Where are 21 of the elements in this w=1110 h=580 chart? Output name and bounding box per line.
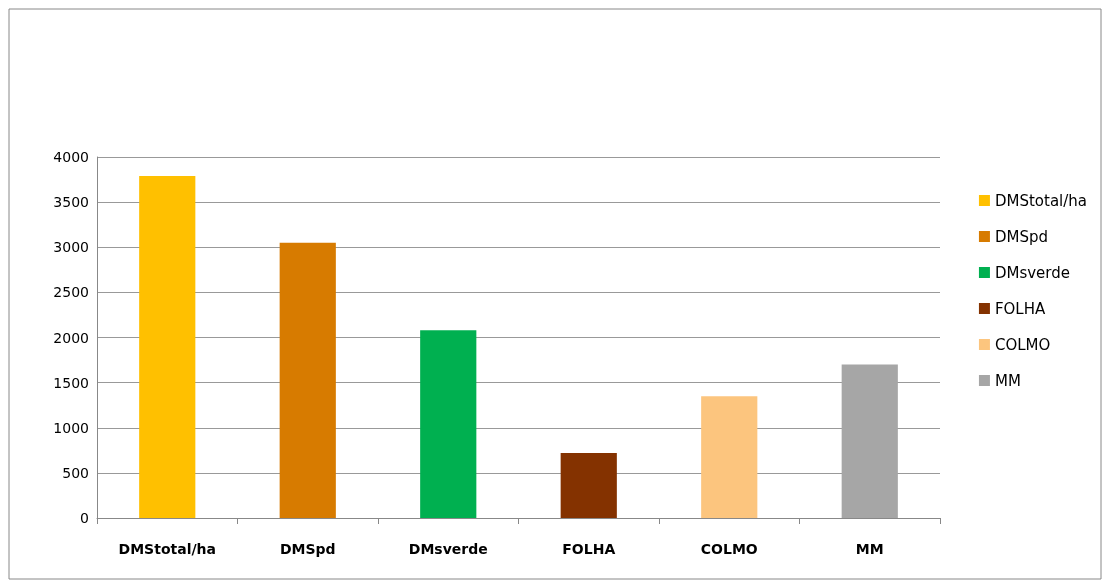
y-tick-label: 1000 xyxy=(53,419,89,436)
x-tick-label: FOLHA xyxy=(562,541,616,557)
x-tick-label: DMsverde xyxy=(408,541,488,557)
y-tick-label: 500 xyxy=(62,464,89,481)
y-tick-label: 1500 xyxy=(53,374,89,391)
legend-label: COLMO xyxy=(994,335,1051,354)
y-tick-label: 2000 xyxy=(53,329,89,346)
y-tick-label: 0 xyxy=(80,510,89,526)
legend-label: DMsverde xyxy=(994,263,1071,282)
y-tick-label: 3000 xyxy=(53,239,89,256)
legend-label: MM xyxy=(994,371,1021,390)
x-tick-label: MM xyxy=(855,541,884,557)
y-tick-label: 3500 xyxy=(53,194,89,211)
x-tick-label: DMSpd xyxy=(279,541,336,557)
x-tick-label: COLMO xyxy=(700,541,758,557)
y-tick-label: 2500 xyxy=(53,284,89,301)
legend-label: DMStotal/ha xyxy=(994,191,1088,210)
x-tick-label: DMStotal/ha xyxy=(118,541,216,557)
legend-label: FOLHA xyxy=(994,299,1047,318)
y-tick-label: 4000 xyxy=(53,149,89,165)
legend-label: DMSpd xyxy=(994,227,1048,246)
